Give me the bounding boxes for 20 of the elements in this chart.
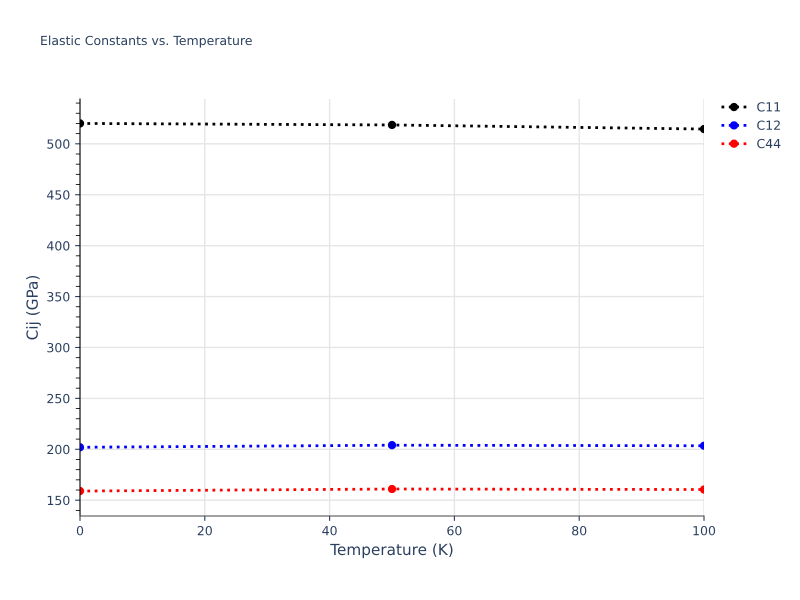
y-tick-label: 200 (47, 444, 70, 454)
legend-label: C12 (757, 120, 780, 130)
x-tick-label: 100 (693, 526, 716, 536)
legend-label: C44 (757, 138, 780, 148)
x-tick-label: 60 (447, 526, 462, 536)
y-tick-label: 350 (47, 292, 70, 302)
x-tick-label: 80 (572, 526, 586, 536)
chart-title: Elastic Constants vs. Temperature (41, 36, 252, 48)
legend-label: C11 (757, 102, 780, 112)
x-tick-label: 40 (322, 526, 337, 536)
y-tick-label: 300 (47, 342, 70, 352)
y-tick-label: 150 (48, 496, 70, 506)
y-axis-title: Cij (GPa) (26, 276, 41, 340)
y-tick-label: 500 (47, 139, 70, 149)
y-tick-label: 250 (47, 394, 70, 404)
x-tick-label: 0 (76, 526, 84, 536)
x-tick-label: 20 (198, 526, 212, 536)
y-tick-label: 400 (47, 241, 70, 251)
y-tick-label: 450 (47, 190, 70, 200)
x-axis-title: Temperature (K) (330, 543, 452, 558)
